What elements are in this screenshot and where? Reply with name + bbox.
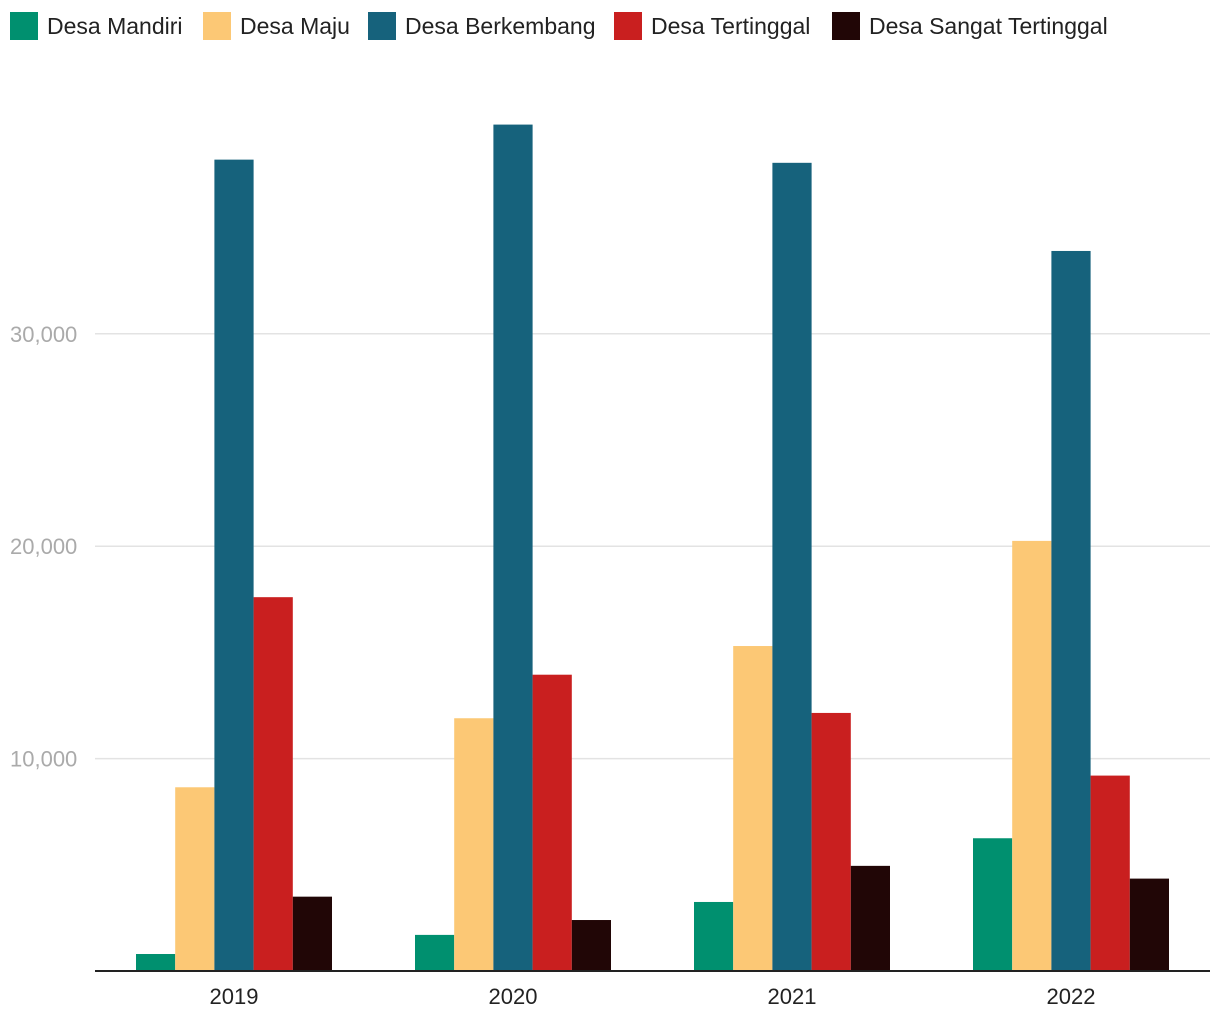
legend-item-desa-maju: Desa Maju	[203, 12, 350, 40]
x-axis-ticks: 2019 2020 2021 2022	[210, 984, 1096, 1009]
bar-desa-tertinggal-2020	[532, 674, 572, 971]
bar-desa-berkembang-2020	[493, 124, 533, 971]
legend-swatch	[10, 12, 38, 40]
y-axis-ticks: 10,000 20,000 30,000	[10, 322, 77, 772]
bar-group-2019	[136, 159, 332, 971]
y-tick-label: 10,000	[10, 747, 77, 772]
bar-desa-sangat-tertinggal-2019	[292, 896, 332, 971]
legend-label: Desa Mandiri	[47, 13, 183, 39]
bar-desa-sangat-tertinggal-2022	[1129, 878, 1169, 971]
bar-desa-mandiri-2021	[694, 901, 734, 971]
bar-desa-mandiri-2022	[973, 838, 1013, 971]
x-tick-label: 2021	[768, 984, 817, 1009]
bar-desa-berkembang-2019	[214, 159, 254, 971]
bar-group-2021	[694, 162, 890, 971]
legend-swatch	[368, 12, 396, 40]
y-tick-label: 20,000	[10, 534, 77, 559]
bar-desa-maju-2021	[733, 646, 773, 971]
legend-item-desa-sangat-tertinggal: Desa Sangat Tertinggal	[832, 12, 1108, 40]
legend-label: Desa Sangat Tertinggal	[869, 13, 1108, 39]
x-tick-label: 2020	[489, 984, 538, 1009]
y-tick-label: 30,000	[10, 322, 77, 347]
bar-desa-maju-2022	[1012, 540, 1052, 971]
x-tick-label: 2022	[1047, 984, 1096, 1009]
bars	[136, 124, 1169, 972]
bar-desa-sangat-tertinggal-2020	[571, 920, 611, 971]
bar-desa-berkembang-2022	[1051, 250, 1091, 972]
legend-item-desa-mandiri: Desa Mandiri	[10, 12, 183, 40]
bar-desa-maju-2020	[454, 718, 494, 971]
bar-desa-tertinggal-2019	[253, 597, 293, 971]
bar-group-2022	[973, 250, 1169, 972]
x-tick-label: 2019	[210, 984, 259, 1009]
legend-label: Desa Maju	[240, 13, 350, 39]
bar-desa-tertinggal-2022	[1090, 775, 1130, 971]
legend-item-desa-berkembang: Desa Berkembang	[368, 12, 596, 40]
bar-desa-mandiri-2020	[415, 934, 455, 971]
legend-item-desa-tertinggal: Desa Tertinggal	[614, 12, 810, 40]
legend-swatch	[614, 12, 642, 40]
bar-desa-sangat-tertinggal-2021	[850, 865, 890, 971]
bar-desa-mandiri-2019	[136, 954, 176, 971]
bar-desa-berkembang-2021	[772, 162, 812, 971]
legend-swatch	[203, 12, 231, 40]
legend-label: Desa Berkembang	[405, 13, 596, 39]
bar-group-2020	[415, 124, 611, 971]
legend-swatch	[832, 12, 860, 40]
bar-desa-tertinggal-2021	[811, 712, 851, 971]
legend: Desa Mandiri Desa Maju Desa Berkembang Desa…	[10, 12, 1108, 40]
bar-desa-maju-2019	[175, 787, 215, 971]
legend-label: Desa Tertinggal	[651, 13, 810, 39]
